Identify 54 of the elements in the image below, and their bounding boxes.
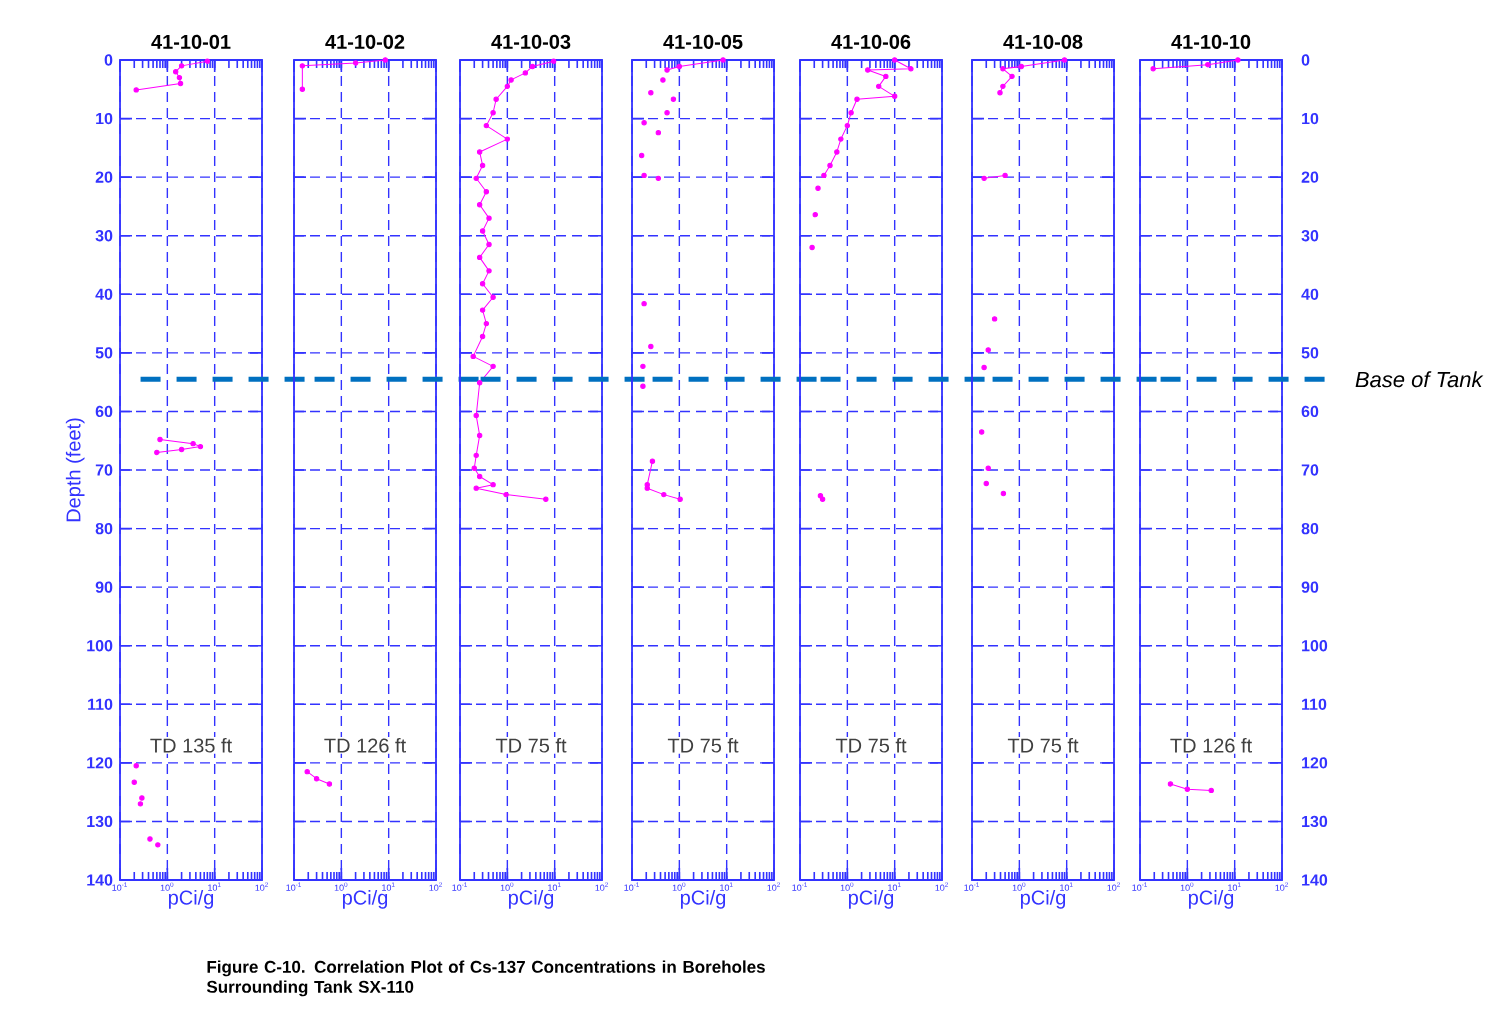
annotation: TD 75 ft — [835, 737, 907, 753]
chart-title: 41-10-08 — [1003, 34, 1083, 49]
y-tick-label: 90 — [1301, 581, 1319, 593]
y-tick-label: 0 — [1301, 54, 1310, 66]
annotation: TD 75 ft — [495, 737, 567, 753]
y-tick-label: 40 — [95, 288, 113, 300]
y-tick-label: 100 — [1302, 640, 1328, 652]
chart-title: 41-10-06 — [831, 34, 911, 49]
y-tick-label: 120 — [1302, 757, 1328, 769]
y-tick-label: 40 — [1301, 288, 1319, 300]
chart-title: 41-10-02 — [325, 34, 405, 49]
chart-title: 41-10-03 — [491, 34, 571, 49]
y-tick-label: 0 — [104, 54, 113, 66]
y-tick-label: 30 — [1301, 230, 1319, 242]
y-tick-label: 100 — [87, 640, 113, 652]
x-axis-title: pCi/g — [508, 890, 554, 909]
y-tick-label: 110 — [88, 698, 113, 710]
y-tick-label: 120 — [87, 757, 113, 769]
y-tick-label: 10 — [96, 112, 113, 125]
y-tick-label: 50 — [1301, 347, 1319, 359]
annotation: TD 135 ft — [150, 737, 232, 753]
y-tick-label: 110 — [1302, 698, 1327, 710]
y-tick-label: 70 — [1301, 464, 1319, 476]
chart-title: 41-10-10 — [1171, 34, 1251, 49]
y-tick-label: 130 — [87, 815, 113, 828]
x-axis-title: pCi/g — [680, 890, 726, 909]
y-tick-label: 70 — [95, 464, 113, 476]
annotation: TD 126 ft — [1170, 737, 1252, 753]
y-tick-label: 20 — [95, 171, 113, 183]
x-axis-title: pCi/g — [1020, 890, 1066, 909]
y-tick-label: 80 — [95, 522, 113, 535]
ref-line-label: Base of Tank — [1355, 371, 1484, 388]
annotation: TD 75 ft — [667, 737, 739, 753]
x-axis-title: pCi/g — [1188, 890, 1234, 909]
y-tick-label: 20 — [1301, 171, 1319, 183]
y-axis-title: Depth (feet) — [65, 418, 85, 522]
x-axis-title: pCi/g — [342, 890, 388, 909]
y-tick-label: 140 — [1302, 874, 1328, 886]
annotation: TD 75 ft — [1007, 737, 1079, 753]
y-tick-label: 60 — [95, 405, 113, 418]
annotation: TD 126 ft — [324, 737, 406, 753]
chart-title: 41-10-01 — [151, 34, 231, 49]
y-tick-label: 140 — [87, 874, 113, 886]
y-tick-label: 50 — [95, 347, 113, 359]
y-tick-label: 30 — [95, 230, 113, 242]
x-axis-title: pCi/g — [848, 890, 894, 909]
text: Figure C-10. Correlation Plot of Cs-137 Concentrations in Boreholes Surrounding Tank SX-110 — [206, 960, 765, 997]
y-tick-label: 90 — [95, 581, 113, 593]
x-axis-title: pCi/g — [168, 890, 214, 909]
y-tick-label: 10 — [1302, 112, 1319, 125]
chart-title: 41-10-05 — [663, 34, 743, 49]
y-tick-label: 60 — [1301, 405, 1319, 418]
y-tick-label: 130 — [1302, 815, 1328, 828]
y-tick-label: 80 — [1301, 522, 1319, 535]
